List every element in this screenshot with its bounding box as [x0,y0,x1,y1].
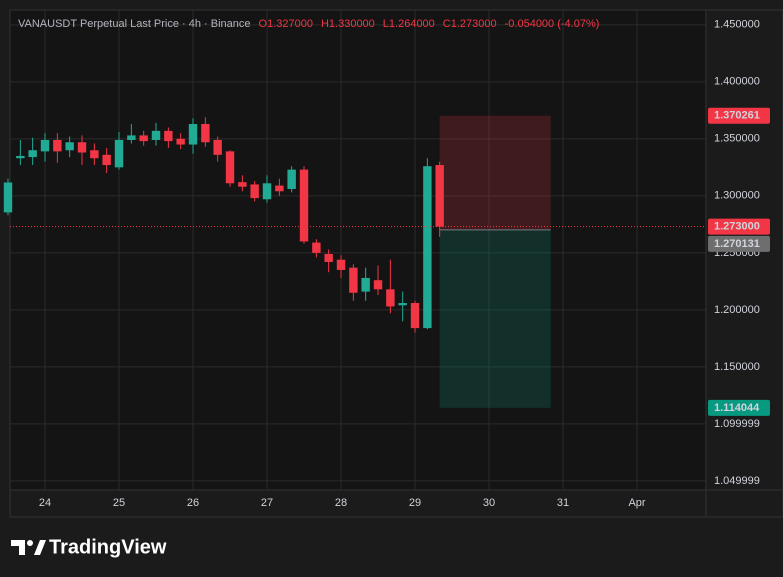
candle-body [262,183,272,200]
x-tick-label: 25 [113,497,125,509]
logo-part [11,540,25,555]
y-tick-label: 1.200000 [714,304,760,316]
stop-zone [439,229,551,408]
price-label-box [708,107,770,124]
candle-body [188,124,198,145]
candle-body [398,303,407,306]
candle-body [287,169,296,190]
x-tick-label: Apr [628,497,645,509]
candle-body [410,303,420,329]
candle-body [151,130,161,140]
price-label-box [708,235,770,252]
x-tick-label: 28 [335,497,347,509]
y-tick-label: 1.300000 [714,190,760,202]
candle-body [349,267,358,293]
plot-area [10,10,706,490]
candle-body [386,289,395,307]
candle-body [28,150,37,158]
y-tick-label: 1.150000 [714,361,760,373]
price-label: 1.114044 [714,402,760,414]
grid [10,10,706,490]
price-label: 1.270131 [714,238,760,250]
brand: TradingView [49,536,167,558]
candle-body [127,135,136,140]
price-label-box [708,399,770,416]
ohlc-label: C1.273000 [443,18,497,30]
candle-body [213,139,222,155]
target-zone [439,115,551,230]
candle-body [114,139,124,168]
symbol-title: VANAUSDT Perpetual Last Price · 4h · Bin… [18,18,251,30]
candle-body [176,138,185,145]
candle-body [90,150,99,159]
candle-body [250,184,259,199]
y-tick-label: 1.250000 [714,247,760,259]
frame [9,9,783,518]
logo-part [34,540,46,555]
ohlc-label: O1.327000 [259,18,313,30]
candle-body [299,169,309,242]
price-label: 1.273000 [714,221,760,233]
candle-body [312,242,321,253]
candle-body [65,142,74,151]
y-tick-label: 1.049999 [714,475,760,487]
x-tick-label: 30 [483,497,495,509]
x-tick-label: 27 [261,497,273,509]
candle-body [423,166,432,329]
ohlc-label: L1.264000 [383,18,435,30]
logo-part [27,540,33,546]
candle-body [324,253,333,262]
candle-body [3,182,13,213]
candle-body [275,185,284,192]
candle-body [238,182,247,187]
x-tick-label: 24 [39,497,51,509]
candle-body [435,165,444,227]
candle-body [225,151,235,184]
brand-logo [11,540,46,555]
change-label: -0.054000 (-4.07%) [505,18,600,30]
price-label-box [708,218,770,235]
x-tick-label: 31 [557,497,569,509]
candle-body [40,139,50,152]
plot [3,115,706,408]
x-tick-label: 29 [409,497,421,509]
candle-body [373,280,383,290]
candle-body [77,142,87,153]
ohlc-label: H1.330000 [321,18,375,30]
candle-body [139,135,148,142]
y-tick-label: 1.350000 [714,133,760,145]
candle-body [201,124,210,143]
legend-header: VANAUSDT Perpetual Last Price · 4h · Bin… [18,18,599,30]
candle-body [53,139,62,152]
y-tick-label: 1.099999 [714,418,760,430]
candle-body [336,259,346,270]
y-tick-label: 1.400000 [714,76,760,88]
price-label: 1.370261 [714,110,760,122]
axis: 1.450000 1.400000 1.350000 1.300000 1.250000… [39,19,770,509]
y-tick-label: 1.450000 [714,19,760,31]
candle-body [102,154,111,166]
candle-body [164,130,173,142]
candle-body [361,277,370,292]
x-tick-label: 26 [187,497,199,509]
candle-body [16,155,25,159]
